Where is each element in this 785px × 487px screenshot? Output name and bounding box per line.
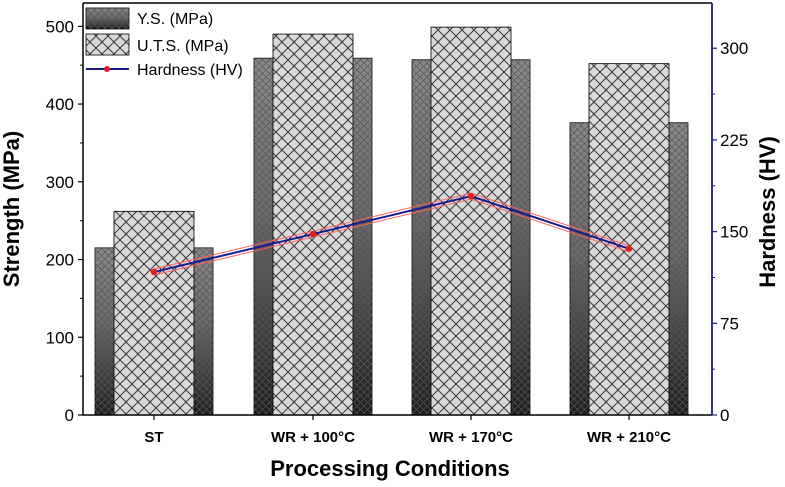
legend-marker-hardness — [104, 66, 110, 72]
hardness-point — [625, 245, 633, 252]
legend: Y.S. (MPa) U.T.S. (MPa) Hardness (HV) — [85, 7, 243, 79]
x-tick-label: WR + 210°C — [587, 429, 671, 446]
left-tick-label: 200 — [46, 251, 74, 270]
legend-label-hardness: Hardness (HV) — [137, 62, 243, 79]
y-axis-title: Strength (MPa) — [0, 131, 24, 287]
y2-axis-title: Hardness (HV) — [755, 136, 780, 288]
x-tick-label: WR + 100°C — [271, 429, 355, 446]
left-axis-ticks: 0 100 200 300 400 500 — [46, 17, 83, 425]
hardness-line-offset-lower — [153, 198, 630, 276]
hardness-point — [467, 192, 475, 200]
right-tick-label: 0 — [720, 406, 729, 425]
hardness-point — [150, 268, 158, 276]
x-axis-title: Processing Conditions — [270, 456, 510, 481]
legend-swatch-ys-hatch — [86, 8, 129, 29]
uts-bars — [113, 26, 670, 416]
legend-swatch-uts — [85, 33, 130, 56]
hardness-line — [153, 195, 630, 273]
left-tick-label: 100 — [46, 328, 74, 347]
left-tick-label: 500 — [46, 17, 74, 36]
uts-bar — [430, 26, 512, 416]
legend-label-uts: U.T.S. (MPa) — [137, 38, 229, 55]
hardness-line-offset-upper — [153, 192, 630, 270]
left-tick-label: 300 — [46, 173, 74, 192]
right-tick-label: 300 — [720, 39, 748, 58]
legend-label-ys: Y.S. (MPa) — [137, 11, 213, 28]
category-labels: ST WR + 100°C WR + 170°C WR + 210°C — [144, 415, 671, 446]
right-tick-label: 75 — [720, 314, 739, 333]
right-tick-label: 150 — [720, 223, 748, 242]
right-tick-label: 225 — [720, 131, 748, 150]
x-tick-label: ST — [144, 429, 163, 446]
hardness-series — [150, 192, 633, 276]
right-axis-ticks: 0 75 150 225 300 — [712, 39, 748, 425]
x-tick-label: WR + 170°C — [429, 429, 513, 446]
uts-bar — [113, 210, 195, 416]
left-tick-label: 400 — [46, 95, 74, 114]
left-tick-label: 0 — [65, 406, 74, 425]
hardness-point — [309, 230, 317, 238]
